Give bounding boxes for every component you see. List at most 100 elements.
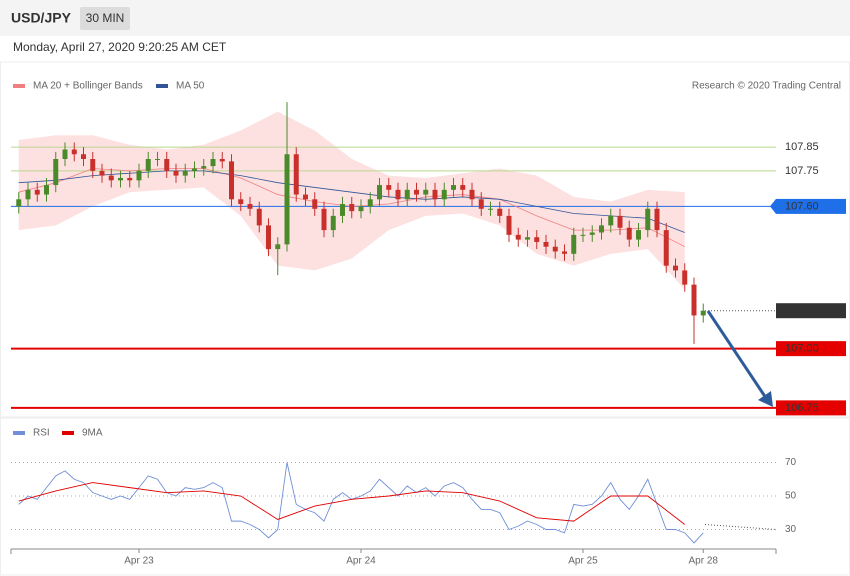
candle-body	[414, 189, 419, 195]
candle-body	[460, 185, 466, 190]
candle-body	[81, 154, 86, 159]
legend-swatch	[156, 84, 168, 88]
candle-body	[478, 199, 484, 209]
candle-body	[284, 154, 290, 245]
candle-body	[589, 232, 595, 235]
candle-body	[617, 215, 623, 228]
interval[interactable]: 30 MIN	[86, 11, 125, 25]
candle-body	[580, 234, 586, 236]
candle-body	[636, 230, 641, 240]
candle-body	[349, 204, 355, 212]
level-label-box	[776, 341, 846, 357]
candle-body	[377, 185, 382, 200]
y-tick-label: 70	[785, 457, 797, 468]
rsi-end-line	[704, 523, 777, 530]
candle-body	[534, 237, 540, 242]
candle-body	[525, 237, 530, 240]
candle-body	[201, 166, 207, 169]
candle-body	[562, 251, 567, 254]
candle-body	[90, 159, 96, 171]
candle-body	[155, 159, 160, 160]
candle-body	[441, 189, 447, 200]
candle-body	[404, 189, 410, 200]
candle-body	[432, 189, 438, 200]
timestamp: Monday, April 27, 2020 9:20:25 AM CET	[13, 40, 227, 54]
legend-swatch	[13, 431, 25, 435]
candle-body	[108, 175, 114, 181]
candle-body	[673, 265, 678, 271]
candle-body	[506, 215, 512, 235]
level-label-box	[776, 400, 846, 416]
level-label: 107.75	[785, 165, 819, 177]
candle-body	[469, 189, 475, 200]
level-label: 107.60	[785, 200, 819, 212]
legend-swatch	[62, 431, 74, 435]
rsi-line	[18, 462, 704, 544]
candle-body	[136, 170, 142, 181]
candle-body	[451, 185, 456, 190]
legend-label: RSI	[33, 428, 50, 439]
candle-body	[71, 149, 77, 155]
candle-body	[543, 241, 549, 247]
candle-body	[275, 244, 281, 250]
candle-body	[386, 185, 392, 190]
candle-body	[118, 177, 123, 181]
candle-body	[497, 208, 503, 216]
x-tick-label: Apr 25	[568, 556, 598, 567]
candle-body	[645, 208, 651, 231]
y-tick-label: 30	[785, 524, 797, 535]
x-tick-label: Apr 23	[124, 556, 154, 567]
candle-body	[247, 204, 253, 209]
candle-body	[210, 159, 216, 167]
rsi-line	[18, 482, 686, 525]
symbol: USD/JPY	[11, 10, 72, 26]
header-bar	[0, 0, 850, 36]
y-tick-label: 50	[785, 491, 797, 502]
forecast-arrow	[706, 310, 768, 399]
forecast-arrowhead	[758, 391, 773, 407]
candle-body	[16, 199, 22, 207]
level-label: 107.16	[785, 305, 819, 317]
legend-swatch	[13, 84, 25, 88]
candle-body	[515, 234, 521, 240]
level-label-box	[776, 303, 846, 319]
candle-body	[266, 225, 271, 250]
candle-body	[256, 208, 262, 226]
x-tick-label: Apr 28	[689, 556, 719, 567]
credit: Research © 2020 Trading Central	[692, 81, 841, 92]
candle-body	[25, 189, 31, 200]
candle-body	[303, 194, 308, 200]
candle-body	[312, 199, 318, 209]
candle-body	[192, 168, 197, 171]
candle-body	[488, 208, 493, 210]
candle-body	[145, 159, 151, 171]
legend-label: MA 20 + Bollinger Bands	[33, 81, 143, 92]
candle-body	[182, 170, 188, 176]
legend-label: 9MA	[82, 428, 103, 439]
candle-body	[219, 159, 225, 162]
candle-body	[682, 270, 688, 285]
candle-body	[229, 161, 234, 200]
candle-body	[127, 177, 133, 181]
candle-body	[238, 199, 244, 205]
candle-body	[663, 230, 669, 266]
level-label: 107.85	[785, 141, 819, 153]
level-label: 106.75	[785, 402, 819, 414]
candle-body	[358, 206, 364, 212]
candle-body	[571, 234, 577, 254]
level-pointer	[770, 198, 776, 214]
x-tick-label: Apr 24	[346, 556, 376, 567]
legend-label: MA 50	[176, 81, 205, 92]
candle-body	[321, 208, 327, 231]
candle-body	[599, 225, 604, 233]
candle-body	[330, 215, 336, 231]
candle-body	[395, 189, 401, 200]
candle-body	[173, 170, 179, 176]
candle-body	[164, 159, 170, 171]
candle-body	[340, 204, 345, 216]
candle-body	[552, 246, 558, 252]
interval-box[interactable]	[80, 7, 130, 30]
price-panel	[0, 61, 850, 418]
candle-body	[293, 154, 299, 195]
candle-body	[53, 159, 59, 186]
